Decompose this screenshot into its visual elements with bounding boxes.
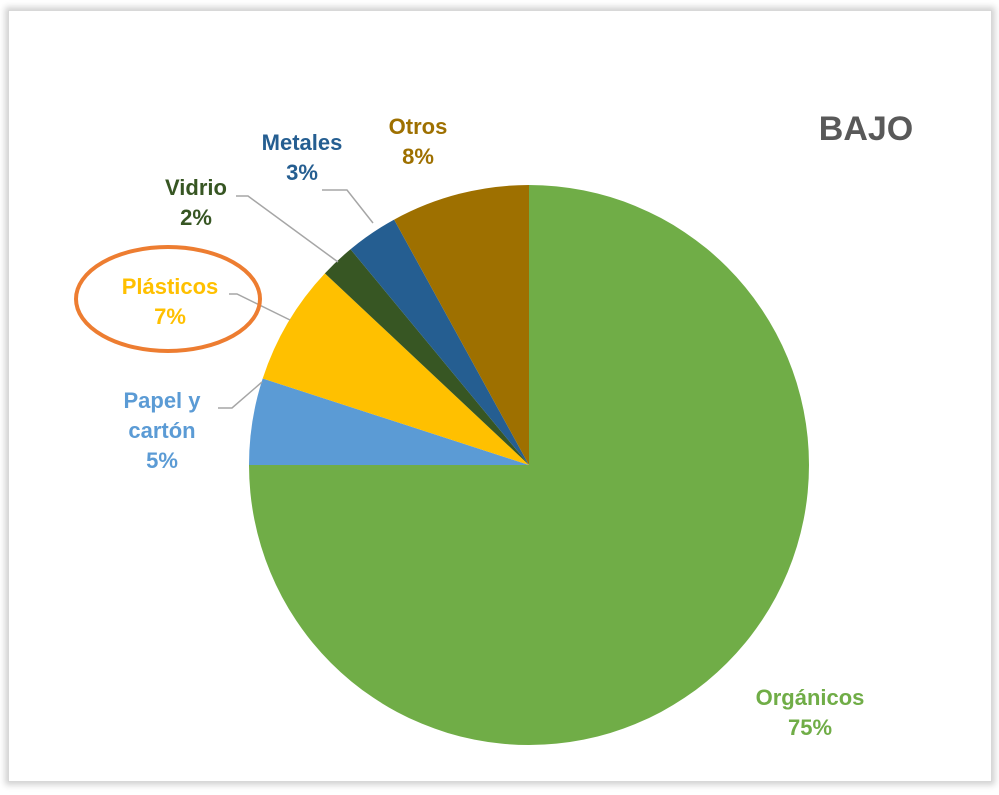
leader-line [218,381,263,409]
leader-line [322,189,374,224]
slice-label-text: cartón [128,418,195,443]
pie-slices [249,185,809,745]
slice-label-text: Papel y [123,388,201,413]
slice-label-text: Vidrio [165,175,227,200]
slice-label: Plásticos 7% [122,274,219,329]
leader-lines [218,189,374,409]
slice-label-text: Metales [262,130,343,155]
slice-value-label: 2% [180,205,212,230]
pie-slice-plásticos [262,273,529,465]
slice-label: Vidrio 2% [165,175,227,230]
chart-title: BAJO [819,110,913,148]
slice-labels: Orgánicos 75% Papel y cartón 5% Plásticos 7% Vi… [122,114,865,740]
slice-label-text: Plásticos [122,274,219,299]
slice-value-label: 8% [402,144,434,169]
highlight-circle [74,245,262,353]
pie-slice-metales [350,219,529,465]
slice-label: Papel y cartón 5% [123,388,201,473]
slice-label: Otros 8% [389,114,448,169]
slice-label: Orgánicos 75% [756,685,865,740]
slice-value-label: 75% [788,715,832,740]
slice-value-label: 3% [286,160,318,185]
slice-value-label: 7% [154,304,186,329]
slice-value-label: 5% [146,448,178,473]
pie-slice-vidrio [324,249,529,465]
slice-label-text: Orgánicos [756,685,865,710]
slice-label-text: Otros [389,114,448,139]
pie-slice-otros [394,185,529,465]
pie-slice-papel-y-cartón [249,378,529,465]
slice-label: Metales 3% [262,130,343,185]
leader-line [229,293,291,321]
leader-line [236,195,339,263]
